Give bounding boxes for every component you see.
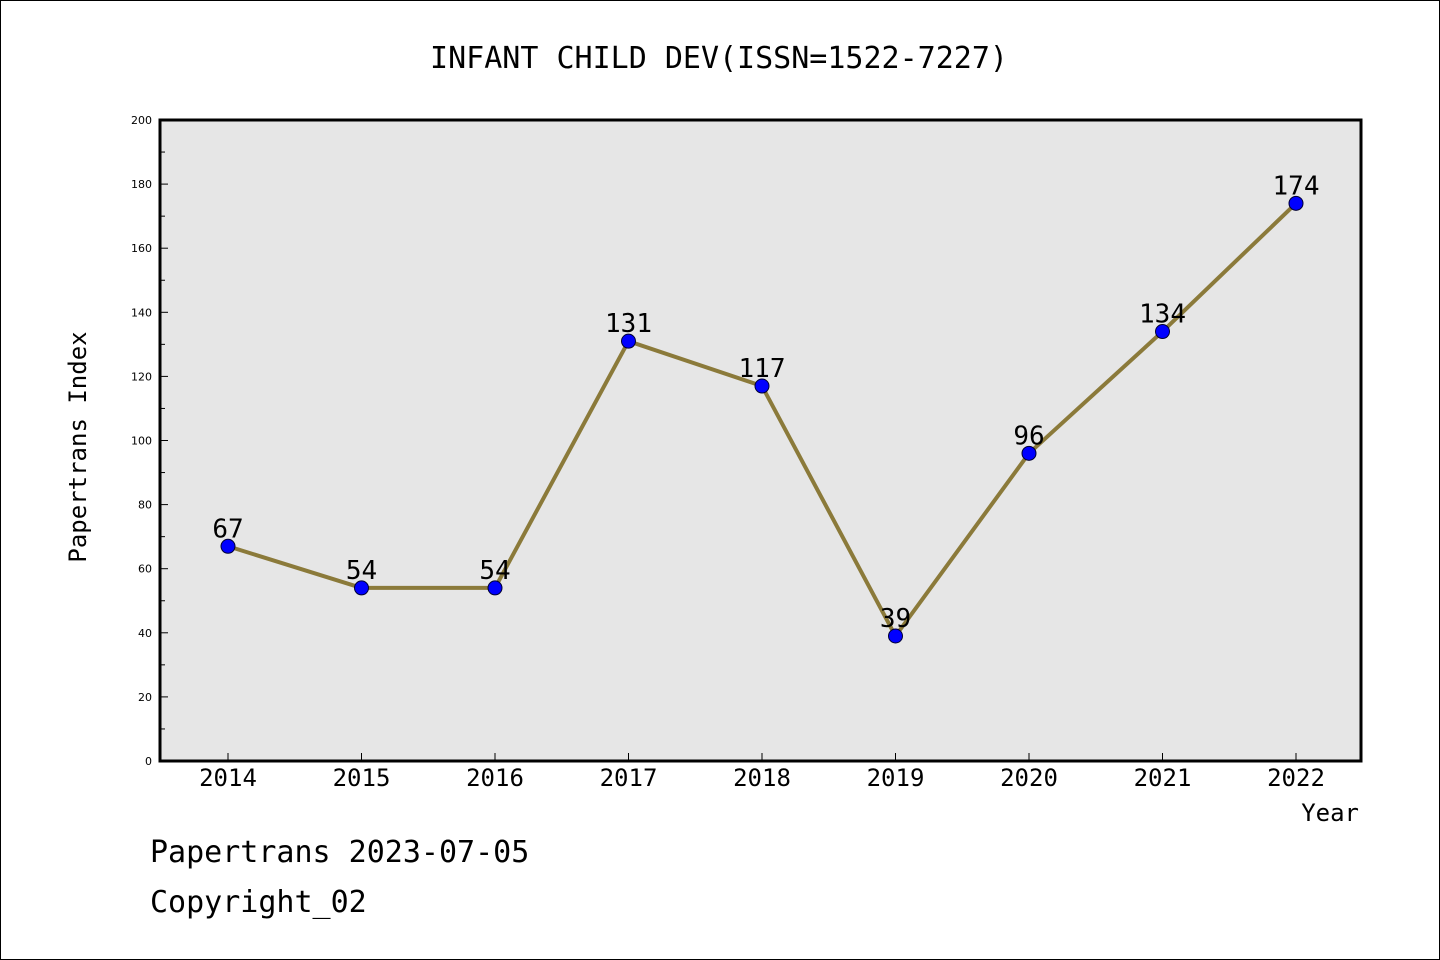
footer-copyright: Copyright_02 (150, 885, 367, 920)
y-tick-label: 0 (145, 755, 152, 768)
y-tick-label: 60 (138, 563, 152, 576)
data-point (1288, 195, 1304, 211)
x-tick-label: 2014 (199, 764, 257, 792)
x-tick-label: 2020 (1000, 764, 1058, 792)
x-tick-label: 2017 (600, 764, 658, 792)
x-tick-label: 2016 (466, 764, 524, 792)
chart-title: INFANT CHILD DEV(ISSN=1522-7227) (430, 41, 1008, 76)
footer-date: Papertrans 2023-07-05 (150, 835, 530, 870)
y-tick-label: 120 (131, 370, 152, 383)
y-tick-label: 180 (131, 178, 152, 191)
data-point (1155, 324, 1170, 340)
x-tick-label: 2019 (867, 764, 925, 792)
y-tick-label: 200 (131, 114, 152, 127)
data-point (220, 538, 236, 554)
data-point (888, 628, 903, 644)
y-tick-label: 140 (131, 306, 152, 319)
x-tick-label: 2021 (1134, 764, 1192, 792)
y-axis-ticks: 0 20 40 60 80 100 120 140 160 180 200 (131, 114, 168, 768)
data-point (754, 378, 770, 394)
y-tick-label: 40 (138, 627, 152, 640)
data-point (621, 333, 636, 349)
x-tick-label: 2018 (733, 764, 791, 792)
x-axis-ticks: 2014 2015 2016 2017 2018 2019 2020 2021 2022 (199, 753, 1325, 792)
y-axis-label: Papertrans Index (64, 331, 92, 562)
data-point (487, 580, 503, 596)
data-point (1021, 445, 1037, 461)
y-tick-label: 100 (131, 435, 152, 448)
y-tick-label: 80 (138, 499, 152, 512)
plot-area (158, 118, 1363, 763)
x-tick-label: 2022 (1267, 764, 1325, 792)
y-tick-label: 20 (138, 691, 152, 704)
x-tick-label: 2015 (333, 764, 391, 792)
x-axis-label: Year (1301, 799, 1359, 827)
y-tick-label: 160 (131, 242, 152, 255)
data-point (354, 580, 369, 596)
